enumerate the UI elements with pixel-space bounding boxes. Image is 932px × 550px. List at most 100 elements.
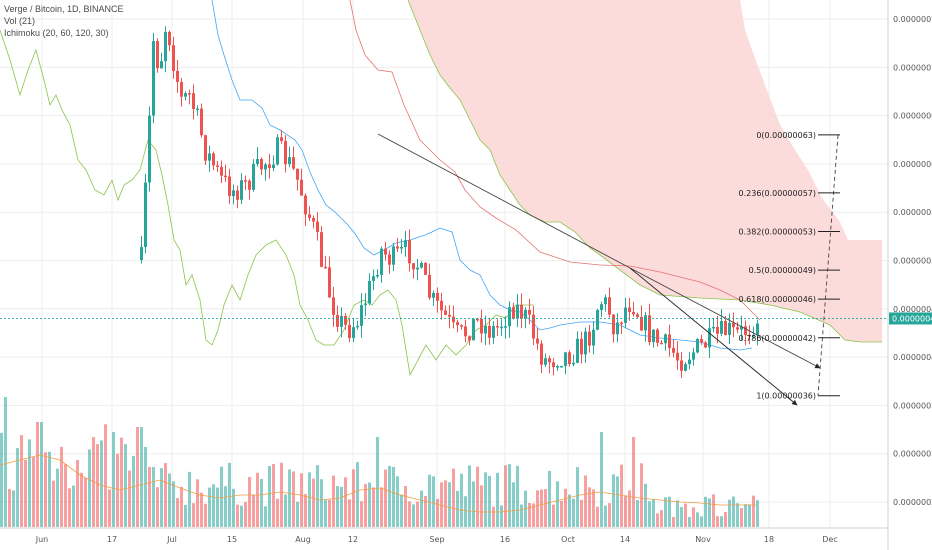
volume-bar: [444, 480, 447, 527]
time-axis[interactable]: Jun 17 Jul 15 Aug 12 Sep 16 Oct 14 Nov 18 Dec: [35, 535, 838, 544]
candle-body: [456, 322, 459, 326]
volume-bar: [644, 483, 647, 527]
volume-bar: [32, 457, 35, 527]
ichimoku-cloud: [407, 0, 882, 343]
candle-body: [412, 263, 415, 270]
candle-body: [140, 247, 143, 260]
volume-bar: [572, 498, 575, 527]
volume-bar: [580, 499, 583, 527]
candle-body: [404, 240, 407, 247]
volume-bar: [360, 501, 363, 527]
time-tick-label: 16: [500, 535, 510, 544]
candle-body: [684, 364, 687, 371]
volume-bar: [420, 490, 423, 527]
candle-body: [584, 331, 587, 355]
volume-bar: [600, 432, 603, 527]
candle-body: [736, 327, 739, 330]
candle-body: [280, 137, 283, 142]
volume-bar: [36, 422, 39, 527]
volume-bar: [512, 482, 515, 527]
candle-body: [712, 326, 715, 329]
candle-body: [640, 316, 643, 331]
cloud-area: [408, 0, 882, 342]
time-tick-label: 15: [227, 535, 237, 544]
price-tick-label: 0.00000055: [893, 208, 932, 217]
leading-span-b: [407, 0, 882, 343]
volume-bar: [340, 486, 343, 527]
symbol-title[interactable]: Verge / Bitcoin, 1D, BINANCE: [4, 4, 124, 14]
volume-bar: [496, 472, 499, 527]
candle-body: [708, 328, 711, 348]
candle-body: [224, 175, 227, 178]
volume-bar: [280, 462, 283, 527]
candle-body: [200, 108, 203, 136]
volume-bar: [304, 494, 307, 527]
volume-bar: [160, 468, 163, 527]
candle-body: [152, 41, 155, 116]
volume-bar: [536, 490, 539, 527]
volume-bar: [428, 474, 431, 527]
volume-bar: [588, 487, 591, 527]
candle-body: [564, 352, 567, 366]
volume-bar: [228, 462, 231, 527]
volume-bar: [752, 495, 755, 527]
candle-body: [548, 358, 551, 363]
volume-bar: [296, 501, 299, 527]
candle-body: [524, 309, 527, 319]
volume-bar: [68, 488, 71, 527]
volume-bar: [84, 477, 87, 527]
price-axis[interactable]: 0.00000075 0.00000070 0.00000065 0.00000060…: [889, 15, 932, 507]
volume-bar: [552, 504, 555, 527]
volume-bar: [508, 464, 511, 527]
candle-body: [240, 180, 243, 200]
volume-bar: [120, 437, 123, 527]
candle-body: [532, 314, 535, 339]
volume-bar: [468, 465, 471, 527]
volume-bar: [376, 437, 379, 527]
candle-body: [144, 182, 147, 248]
candle-body: [380, 248, 383, 275]
fib-level-label: 0.382(0.00000053): [739, 228, 817, 237]
candle-body: [668, 334, 671, 348]
volume-bar: [116, 453, 119, 527]
candle-body: [620, 322, 623, 325]
ichimoku-indicator-label[interactable]: Ichimoku (20, 60, 120, 30): [4, 28, 109, 38]
candle-body: [368, 280, 371, 304]
candle-body: [148, 115, 151, 183]
candle-body: [328, 267, 331, 298]
price-tick-label: 0.00000070: [893, 63, 932, 72]
volume-bar: [732, 496, 735, 527]
candle-body: [208, 153, 211, 161]
volume-bar: [152, 467, 155, 527]
volume-bar: [712, 494, 715, 527]
volume-bar: [112, 432, 115, 527]
volume-bar: [148, 467, 151, 527]
volume-bar: [416, 501, 419, 527]
volume-bar: [492, 506, 495, 527]
fib-level-label: 0(0.00000063): [756, 131, 816, 140]
volume-bar: [12, 490, 15, 527]
volume-bar: [504, 465, 507, 527]
candle-body: [704, 342, 707, 348]
candle-body: [232, 190, 235, 197]
volume-bar: [756, 500, 759, 527]
candle-body: [184, 93, 187, 97]
price-tick-label: 0.00000050: [893, 257, 932, 266]
volume-bar: [720, 516, 723, 527]
price-tick-label: 0.00000035: [893, 401, 932, 410]
candle-body: [664, 334, 667, 344]
candle-body: [520, 304, 523, 319]
volume-bar: [368, 482, 371, 527]
volume-indicator-label[interactable]: Vol (21): [4, 16, 36, 26]
candle-body: [632, 312, 635, 315]
volume-bar: [156, 487, 159, 527]
volume-bar: [576, 467, 579, 527]
price-tick-label: 0.00000030: [893, 450, 932, 459]
candle-body: [316, 221, 319, 233]
volume-bar: [716, 516, 719, 527]
volume-bar: [604, 505, 607, 527]
volume-bar: [688, 516, 691, 527]
volume-bar: [136, 427, 139, 527]
steep-projection-arrow: [629, 267, 798, 406]
